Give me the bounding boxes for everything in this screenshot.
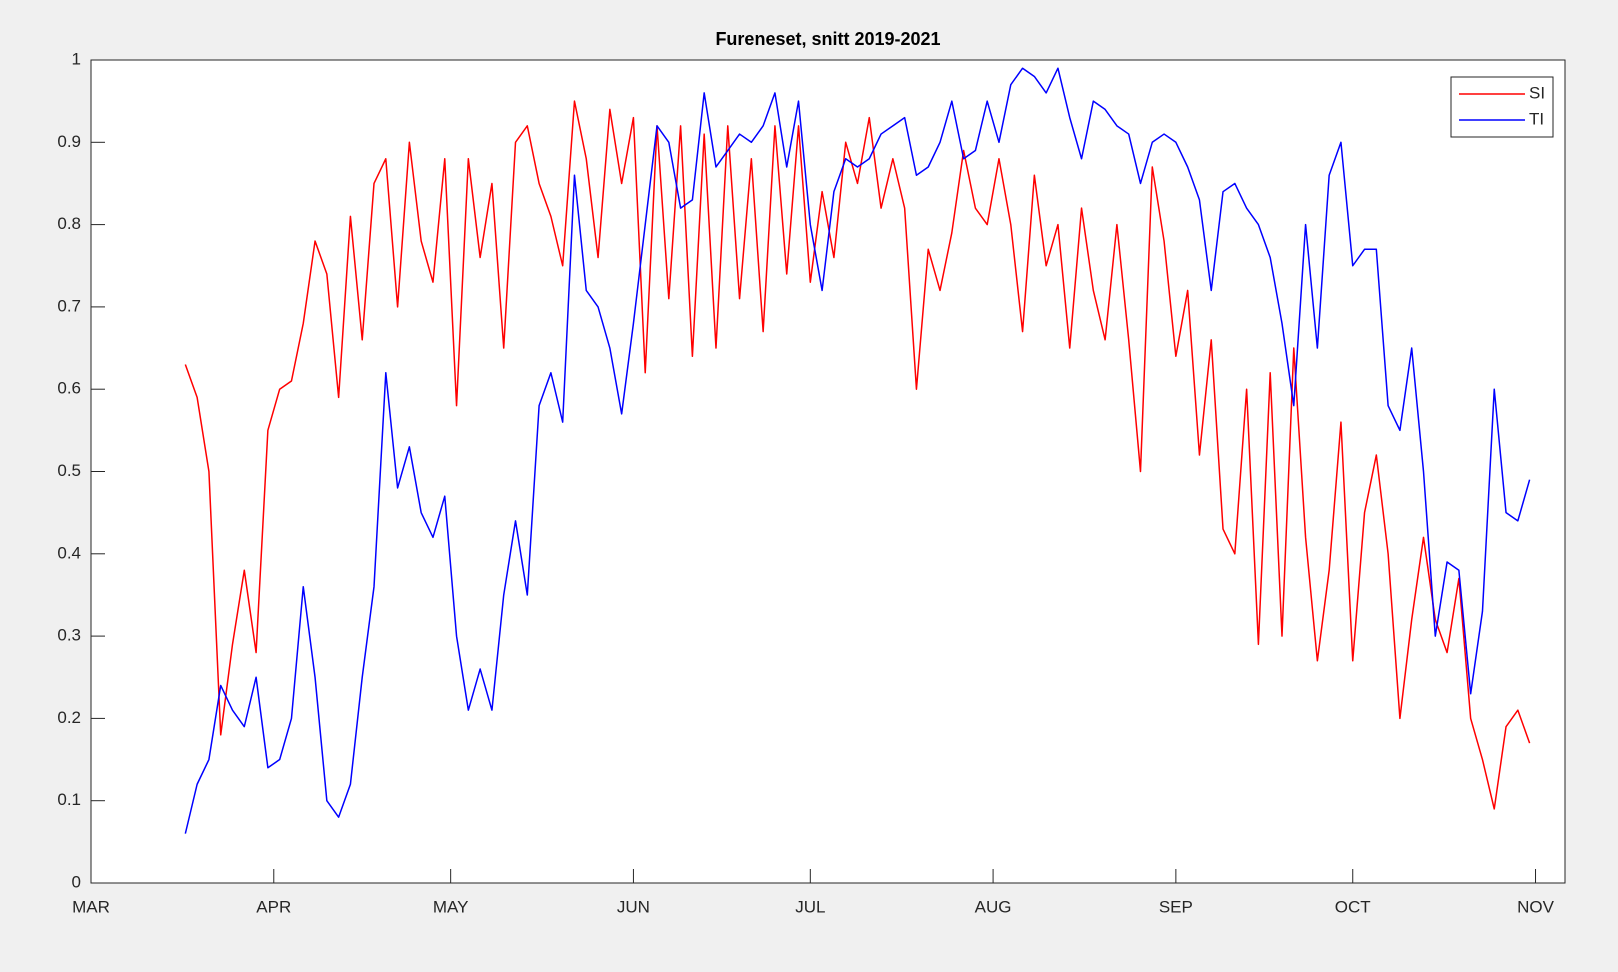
y-tick-label: 1 bbox=[72, 49, 81, 68]
y-tick-label: 0.6 bbox=[57, 379, 81, 398]
legend-label: TI bbox=[1529, 109, 1544, 128]
y-tick-label: 0.1 bbox=[57, 790, 81, 809]
axes-box bbox=[90, 59, 1566, 884]
y-tick-label: 0 bbox=[72, 872, 81, 891]
x-tick-label: MAR bbox=[72, 897, 110, 916]
y-tick-label: 0.4 bbox=[57, 543, 81, 562]
x-tick-label: AUG bbox=[975, 897, 1012, 916]
x-tick-label: APR bbox=[256, 897, 291, 916]
x-tick-label: OCT bbox=[1335, 897, 1371, 916]
plot-area bbox=[91, 60, 1565, 883]
legend-box bbox=[1450, 76, 1554, 138]
y-tick-label: 0.2 bbox=[57, 708, 81, 727]
y-tick-label: 0.5 bbox=[57, 461, 81, 480]
series-line bbox=[184, 67, 1531, 834]
y-tick-label: 0.7 bbox=[57, 296, 81, 315]
series-line bbox=[184, 100, 1531, 810]
legend: SI TI bbox=[1450, 76, 1554, 138]
chart-title: Fureneset, snitt 2019-2021 bbox=[715, 29, 940, 49]
x-tick-label: NOV bbox=[1517, 897, 1555, 916]
x-tick-label: JUL bbox=[795, 897, 825, 916]
legend-label: SI bbox=[1529, 83, 1545, 102]
y-tick-label: 0.8 bbox=[57, 214, 81, 233]
y-tick-label: 0.3 bbox=[57, 626, 81, 645]
x-tick-label: MAY bbox=[433, 897, 469, 916]
x-tick-label: SEP bbox=[1159, 897, 1193, 916]
y-tick-label: 0.9 bbox=[57, 132, 81, 151]
x-tick-label: JUN bbox=[617, 897, 650, 916]
